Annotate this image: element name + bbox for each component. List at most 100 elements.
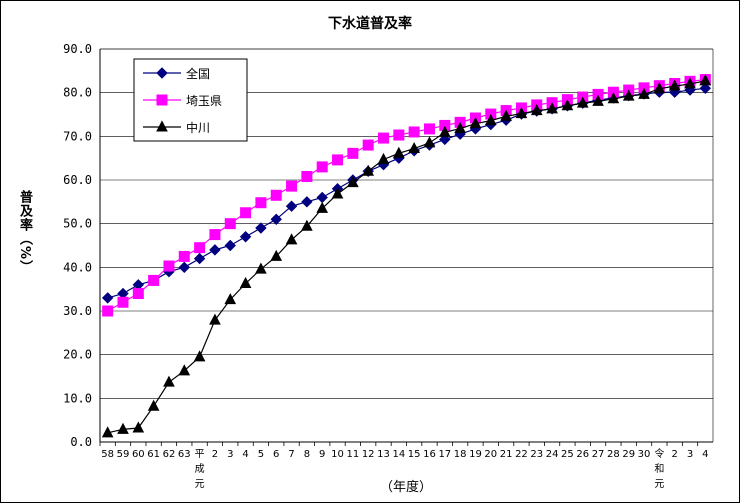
data-point bbox=[270, 213, 282, 226]
data-point bbox=[454, 121, 466, 133]
data-point bbox=[301, 219, 313, 231]
x-tick-label: 6 bbox=[273, 449, 279, 460]
y-tick-label: 0.0 bbox=[70, 435, 92, 449]
data-point bbox=[209, 313, 221, 325]
x-tick-label: 8 bbox=[304, 449, 310, 460]
x-tick-label: 58 bbox=[101, 449, 114, 460]
x-tick-label: 60 bbox=[132, 449, 145, 460]
data-point bbox=[255, 197, 267, 209]
data-point bbox=[316, 201, 329, 213]
legend-marker bbox=[156, 67, 168, 79]
data-point bbox=[255, 222, 267, 234]
series-line bbox=[107, 78, 706, 312]
x-tick-label: 63 bbox=[178, 449, 191, 460]
x-tick-label: 28 bbox=[607, 449, 620, 460]
data-point bbox=[270, 189, 282, 201]
data-point bbox=[378, 132, 390, 144]
data-point bbox=[592, 94, 604, 106]
y-tick-label: 50.0 bbox=[63, 217, 92, 231]
x-tick-label: 19 bbox=[469, 449, 482, 460]
x-tick-label: 2 bbox=[212, 449, 218, 460]
data-point bbox=[101, 426, 114, 438]
data-point bbox=[178, 261, 190, 274]
x-tick-label: 22 bbox=[515, 449, 528, 460]
data-point bbox=[148, 274, 160, 286]
data-point bbox=[163, 260, 175, 272]
x-axis-label: （年度） bbox=[380, 480, 433, 495]
data-point bbox=[117, 296, 129, 308]
x-tick-label: 61 bbox=[147, 449, 160, 460]
x-tick-label: 27 bbox=[592, 449, 605, 460]
data-point bbox=[193, 252, 206, 265]
y-tick-label: 60.0 bbox=[63, 173, 92, 187]
x-tick-label: 3 bbox=[687, 449, 693, 460]
data-point bbox=[301, 171, 313, 183]
x-tick-label: 21 bbox=[500, 449, 513, 460]
data-point bbox=[347, 147, 359, 159]
x-tick-label: 平成元 bbox=[195, 449, 205, 490]
data-point bbox=[347, 176, 359, 188]
legend-marker bbox=[156, 120, 168, 132]
y-tick-label: 80.0 bbox=[63, 86, 92, 100]
data-point bbox=[515, 107, 528, 119]
data-point bbox=[331, 187, 344, 199]
legend-label: 埼玉県 bbox=[186, 94, 222, 108]
data-point bbox=[239, 231, 252, 243]
x-tick-label: 30 bbox=[638, 449, 651, 460]
data-point bbox=[393, 146, 405, 158]
data-point bbox=[194, 242, 206, 254]
x-tick-label: 4 bbox=[242, 449, 248, 460]
x-tick-label: 9 bbox=[319, 449, 325, 460]
data-point bbox=[561, 99, 574, 111]
y-tick-label: 20.0 bbox=[63, 348, 92, 362]
data-point bbox=[699, 74, 712, 86]
data-point bbox=[423, 136, 436, 148]
y-tick-label: 30.0 bbox=[63, 304, 92, 318]
data-point bbox=[362, 139, 374, 151]
data-point bbox=[332, 154, 344, 166]
data-point bbox=[224, 239, 236, 252]
y-tick-labels: 0.0 10.0 20.0 30.0 40.0 50.0 60.0 70.0 80.0 90.0 bbox=[63, 42, 92, 449]
data-point bbox=[393, 129, 405, 141]
y-axis-label: 普及率（%） bbox=[17, 190, 32, 275]
data-point bbox=[147, 399, 160, 411]
data-point bbox=[224, 218, 236, 230]
data-point bbox=[653, 82, 666, 94]
data-point bbox=[408, 126, 420, 138]
x-tick-label: 2 bbox=[672, 449, 678, 460]
data-point bbox=[668, 79, 681, 91]
data-point bbox=[132, 421, 145, 433]
legend-marker bbox=[156, 94, 168, 106]
data-point bbox=[117, 422, 129, 434]
series-line bbox=[107, 87, 706, 299]
x-tick-label: 17 bbox=[438, 449, 451, 460]
data-point bbox=[438, 125, 451, 137]
data-point bbox=[178, 364, 191, 376]
x-tick-label: 3 bbox=[227, 449, 233, 460]
data-point bbox=[622, 89, 635, 101]
x-tick-label: 11 bbox=[346, 449, 359, 460]
x-tick-label: 令和元 bbox=[654, 447, 664, 490]
data-point bbox=[377, 152, 390, 164]
data-point bbox=[638, 87, 650, 99]
data-point bbox=[469, 117, 482, 129]
y-tick-label: 10.0 bbox=[63, 391, 92, 405]
data-point bbox=[576, 96, 589, 108]
data-point bbox=[530, 103, 543, 116]
data-point bbox=[239, 276, 252, 288]
data-point bbox=[193, 350, 206, 362]
data-point bbox=[316, 161, 328, 173]
series-line bbox=[107, 80, 706, 434]
data-point bbox=[178, 250, 190, 262]
x-tick-label: 4 bbox=[702, 449, 708, 460]
data-point bbox=[362, 164, 375, 176]
y-tick-label: 40.0 bbox=[63, 260, 92, 274]
series-3 bbox=[101, 74, 712, 438]
y-tick-label: 70.0 bbox=[63, 129, 92, 143]
data-point bbox=[102, 305, 114, 317]
legend-label: 全国 bbox=[186, 66, 210, 81]
data-point bbox=[285, 200, 298, 212]
